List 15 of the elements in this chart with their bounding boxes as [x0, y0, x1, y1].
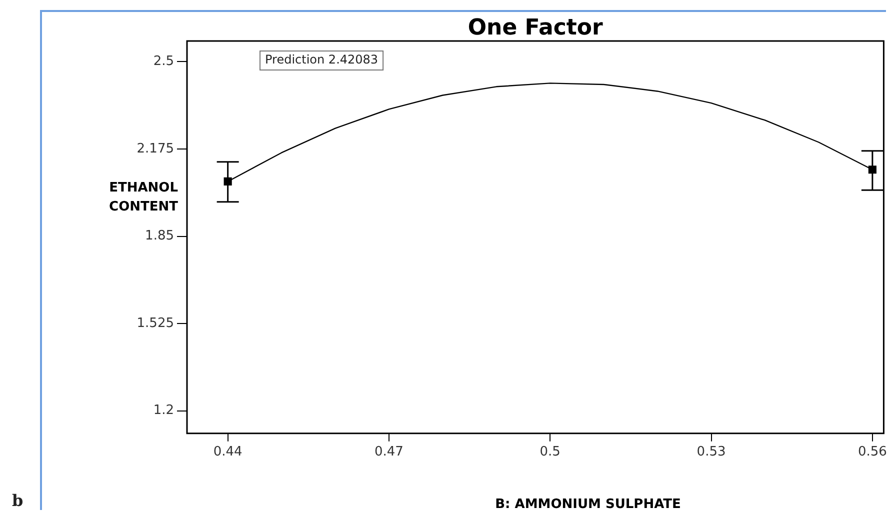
- text: b: [12, 491, 24, 510]
- x-axis-title: B: AMMONIUM SULPHATE: [495, 496, 681, 512]
- x-tick-label: 0.44: [213, 444, 242, 460]
- y-tick-label: 1.525: [136, 316, 174, 331]
- y-tick-label: 1.85: [145, 228, 174, 244]
- y-tick-label: 1.2: [153, 403, 174, 418]
- x-tick-label: 0.47: [374, 444, 404, 460]
- y-tick-label: 2.5: [153, 54, 174, 70]
- x-tick-label: 0.5: [540, 444, 560, 460]
- x-tick-label: 0.56: [858, 444, 887, 460]
- chart-title: One Factor: [468, 16, 604, 41]
- y-axis-title: ETHANOL CONTENT: [109, 180, 178, 214]
- x-tick-label: 0.53: [696, 444, 726, 460]
- annotation: Prediction 2.42083: [265, 52, 378, 67]
- y-tick-label: 2.175: [136, 141, 174, 156]
